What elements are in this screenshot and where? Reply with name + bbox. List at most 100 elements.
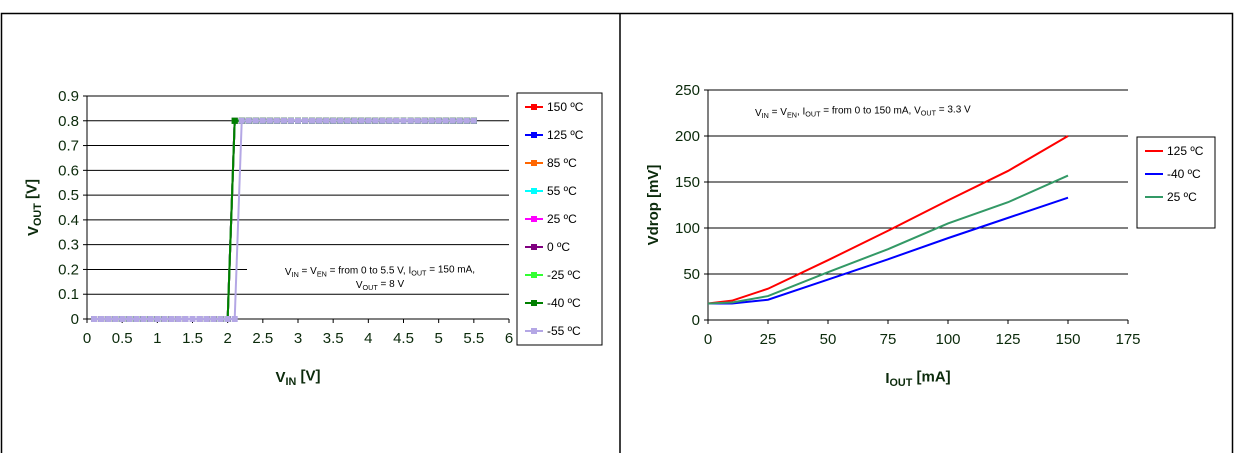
data-point [435,117,442,124]
y-tick-label: 0.9 [58,88,79,105]
data-point [407,117,414,124]
data-point [231,117,238,124]
data-point [112,316,119,322]
data-point [323,117,330,124]
y-axis-label: Vdrop [mV] [645,165,662,246]
annotation-part: OUT [805,109,821,118]
annotation-part: IN [762,111,769,120]
x-tick-label: 2 [223,330,231,347]
annotation-part: IN [292,270,299,279]
data-point [168,316,175,322]
data-point [224,316,231,322]
y-tick-label: 0 [692,312,700,329]
x-axis-label-part: V [276,369,286,386]
data-point [449,117,456,124]
annotation-part: = V [769,107,787,118]
y-tick-label: 0.8 [58,113,79,130]
legend-label: -55 ºC [547,324,581,338]
table-border [0,12,1234,453]
legend-box [1136,136,1216,229]
legend-label: 125 ºC [547,128,584,142]
data-point [280,117,287,124]
annotation-part: OUT [411,268,427,277]
data-point [386,117,393,124]
x-tick-label: 0.5 [112,330,133,347]
data-point [154,316,161,322]
x-tick-label: 1.5 [182,330,203,347]
annotation: VOUT = 8 V [356,279,405,292]
data-point [365,117,372,124]
x-axis-label-part: I [885,370,889,387]
x-axis-label: VIN [V] [276,368,321,389]
y-tick-label: 100 [675,220,700,237]
x-tick-label: 1 [153,330,161,347]
data-point [91,316,98,322]
data-point [189,316,196,322]
x-tick-label: 5 [434,330,442,347]
series-line [708,196,1069,305]
annotation-part: = 8 V [378,279,405,290]
x-axis-label: IOUT [mA] [885,369,950,390]
data-point [379,117,386,124]
data-point [126,316,133,322]
x-tick-label: 0 [704,331,712,348]
y-axis-label: VOUT [V] [24,179,45,236]
x-tick-label: 150 [1055,331,1080,348]
data-point [393,117,400,124]
annotation-part: = 150 mA, [426,264,475,275]
data-point [302,117,309,124]
legend-marker [531,160,537,166]
annotation-part: V [285,267,292,278]
annotation-part: V [356,280,363,291]
y-tick-label: 0.4 [58,212,79,229]
data-point [238,117,245,124]
x-axis-label-part: OUT [890,377,913,389]
legend-marker [531,328,537,334]
data-point [98,316,105,322]
annotation-part: = from 0 to 5.5 V, I [327,265,411,276]
y-axis-label-part: V [25,226,42,236]
y-tick-label: 250 [675,82,700,99]
data-point [175,316,182,322]
x-tick-label: 75 [880,331,897,348]
legend-label: 25 ºC [547,212,577,226]
data-point [414,117,421,124]
x-tick-label: 4 [364,330,372,347]
x-tick-label: 100 [935,331,960,348]
data-point [358,117,365,124]
data-point [231,316,238,322]
annotation-part: V [755,108,762,119]
data-point [372,117,379,124]
data-point [287,117,294,124]
legend-label: -25 ºC [547,268,581,282]
x-axis-label-part: [mA] [912,369,950,386]
annotation-part: , I [797,106,805,117]
data-point [295,117,301,124]
data-point [330,117,337,124]
data-point [421,117,428,124]
x-tick-label: 50 [820,331,837,348]
y-tick-label: 50 [683,266,700,283]
y-tick-label: 0.2 [58,261,79,278]
legend-marker [531,132,537,138]
x-tick-label: 5.5 [463,330,484,347]
data-point [203,316,210,322]
data-point [161,316,168,322]
annotation-part: OUT [921,109,937,118]
y-axis-label-part: [V] [24,179,41,203]
x-axis-label-part: IN [286,376,297,388]
legend-marker [531,104,537,110]
data-point [266,117,273,124]
y-tick-label: 0.1 [58,286,79,303]
x-tick-label: 125 [995,331,1020,348]
annotation-part: EN [317,269,327,278]
annotation-part: = 3.3 V [936,105,971,116]
data-point [140,316,147,322]
x-tick-label: 0 [83,330,91,347]
y-axis-label-part: OUT [32,203,44,226]
annotation: VIN = VEN = from 0 to 5.5 V, IOUT = 150 … [285,264,475,279]
annotation-part: EN [787,110,797,119]
annotation: VIN = VEN, IOUT = from 0 to 150 mA, VOUT… [755,105,971,121]
y-tick-label: 0.7 [58,138,79,155]
data-point [210,316,217,322]
